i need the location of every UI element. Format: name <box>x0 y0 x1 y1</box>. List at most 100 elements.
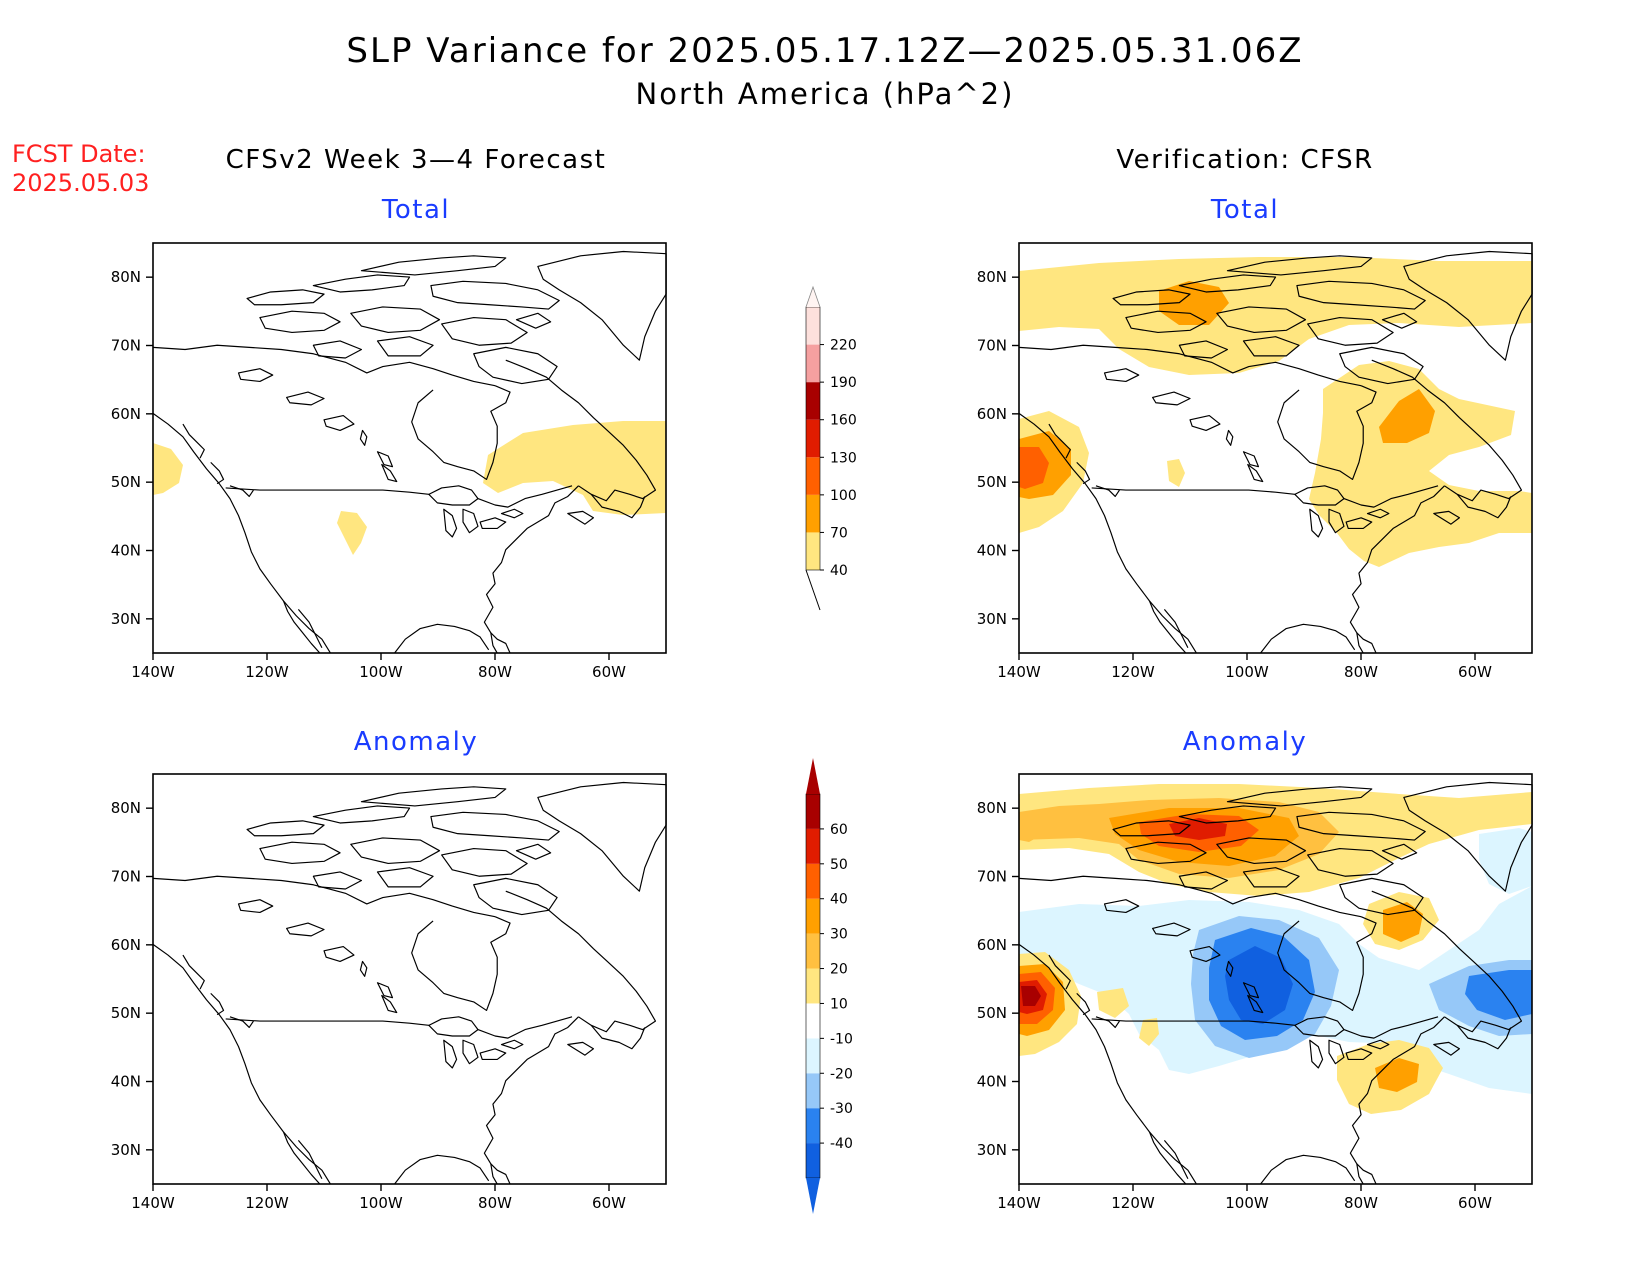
forecast-total-label: Total <box>381 195 450 225</box>
lat-tick-label: 70N <box>977 337 1007 355</box>
lat-tick-label: 60N <box>977 405 1007 423</box>
colorbar-tick-label: -30 <box>830 1101 853 1117</box>
colorbar-tick-label: 100 <box>830 488 857 504</box>
lon-tick-label: 100W <box>359 663 403 681</box>
lat-tick-label: 70N <box>111 868 141 886</box>
colorbar-tick-label: 70 <box>830 525 848 541</box>
lat-tick-label: 40N <box>111 1073 141 1091</box>
colorbar-tick-label: 130 <box>830 450 857 466</box>
colorbar-box <box>806 1108 820 1144</box>
lon-tick-label: 80W <box>478 1194 512 1212</box>
lon-tick-label: 120W <box>245 663 289 681</box>
lat-tick-label: 60N <box>977 936 1007 954</box>
colorbar-tick-label: 60 <box>830 822 848 838</box>
colorbar-tick-label: -40 <box>830 1136 853 1152</box>
lat-tick-label: 80N <box>977 799 1007 817</box>
figure-subtitle: North America (hPa^2) <box>636 77 1015 111</box>
colorbar-box <box>806 307 820 345</box>
forecast-anomaly-label: Anomaly <box>354 727 479 757</box>
lat-tick-label: 50N <box>111 473 141 491</box>
lat-tick-label: 50N <box>977 1004 1007 1022</box>
colorbar-top-triangle <box>806 758 820 794</box>
lon-tick-label: 140W <box>131 1194 175 1212</box>
lat-tick-label: 70N <box>111 337 141 355</box>
colorbar-box <box>806 1003 820 1039</box>
verification-total-map <box>1018 242 1533 654</box>
colorbar-tick-label: 50 <box>830 857 848 873</box>
colorbar-tick-label: 40 <box>830 892 848 908</box>
colorbar-tick-label: 160 <box>830 413 857 429</box>
lon-tick-label: 100W <box>1225 1194 1269 1212</box>
figure-title: SLP Variance for 2025.05.17.12Z—2025.05.… <box>346 31 1303 71</box>
lon-tick-label: 80W <box>1344 663 1378 681</box>
colorbar-box <box>806 898 820 934</box>
colorbar-tick-label: 10 <box>830 996 848 1012</box>
lat-tick-label: 30N <box>977 610 1007 628</box>
verification-total-label: Total <box>1210 195 1279 225</box>
lon-tick-label: 120W <box>1111 663 1155 681</box>
lon-tick-label: 100W <box>359 1194 403 1212</box>
lat-tick-label: 50N <box>977 473 1007 491</box>
colorbar-box <box>806 794 820 829</box>
forecast-total-map <box>152 242 667 654</box>
verification-anomaly-label: Anomaly <box>1183 727 1308 757</box>
verification-anomaly-map <box>1018 773 1533 1185</box>
lon-tick-label: 80W <box>1344 1194 1378 1212</box>
lon-tick-label: 100W <box>1225 663 1269 681</box>
colorbar-top-triangle <box>805 285 821 308</box>
lon-tick-label: 60W <box>592 663 626 681</box>
colorbar-tick-label: 30 <box>830 927 848 943</box>
lon-tick-label: 140W <box>997 663 1041 681</box>
lon-tick-label: 60W <box>1458 663 1492 681</box>
colorbar-box <box>806 1073 820 1109</box>
anomaly-colorbar: -40 -30 -20 -10 10 20 30 40 50 60 <box>805 758 853 1214</box>
lat-tick-label: 30N <box>111 610 141 628</box>
colorbar-box <box>806 1143 820 1178</box>
lat-tick-label: 80N <box>111 799 141 817</box>
fcst-date-label: FCST Date: <box>12 140 146 168</box>
lat-tick-label: 60N <box>111 936 141 954</box>
colorbar-tick-label: -20 <box>830 1066 853 1082</box>
lon-tick-label: 120W <box>1111 1194 1155 1212</box>
colorbar-box <box>806 382 820 420</box>
forecast-anomaly-map <box>152 773 667 1185</box>
lat-tick-label: 30N <box>977 1141 1007 1159</box>
lat-tick-label: 40N <box>111 542 141 560</box>
total-colorbar: 40 70 100 130 160 190 220 <box>805 285 857 611</box>
colorbar-box <box>806 532 820 570</box>
lat-tick-label: 60N <box>111 405 141 423</box>
lon-tick-label: 80W <box>478 663 512 681</box>
lat-tick-label: 30N <box>111 1141 141 1159</box>
lat-tick-label: 40N <box>977 542 1007 560</box>
colorbar-box <box>806 863 820 899</box>
verification-column-heading: Verification: CFSR <box>1116 145 1373 175</box>
lon-tick-label: 140W <box>131 663 175 681</box>
colorbar-bottom-triangle <box>806 1178 820 1214</box>
lon-tick-label: 120W <box>245 1194 289 1212</box>
lat-tick-label: 80N <box>977 268 1007 286</box>
lat-tick-label: 80N <box>111 268 141 286</box>
colorbar-bottom-edge <box>805 569 821 611</box>
colorbar-box <box>806 457 820 495</box>
lat-tick-label: 50N <box>111 1004 141 1022</box>
colorbar-tick-label: -10 <box>830 1031 853 1047</box>
colorbar-tick-label: 20 <box>830 962 848 978</box>
lat-tick-label: 40N <box>977 1073 1007 1091</box>
lon-tick-label: 140W <box>997 1194 1041 1212</box>
colorbar-box <box>806 494 820 533</box>
colorbar-tick-label: 40 <box>830 563 848 579</box>
forecast-column-heading: CFSv2 Week 3—4 Forecast <box>226 145 607 175</box>
colorbar-box <box>806 828 820 864</box>
colorbar-box <box>806 968 820 1004</box>
map-axes: 140W 120W 100W 80W 60W 80N 70N 60N 50N 40N 30N 140W… <box>111 268 1492 1212</box>
lon-tick-label: 60W <box>1458 1194 1492 1212</box>
colorbar-tick-label: 190 <box>830 375 857 391</box>
colorbar-box <box>806 344 820 383</box>
colorbar-box <box>806 1038 820 1074</box>
fcst-date-value: 2025.05.03 <box>12 169 149 197</box>
lat-tick-label: 70N <box>977 868 1007 886</box>
colorbar-tick-label: 220 <box>830 338 857 354</box>
colorbar-box <box>806 419 820 458</box>
colorbar-box <box>806 933 820 969</box>
